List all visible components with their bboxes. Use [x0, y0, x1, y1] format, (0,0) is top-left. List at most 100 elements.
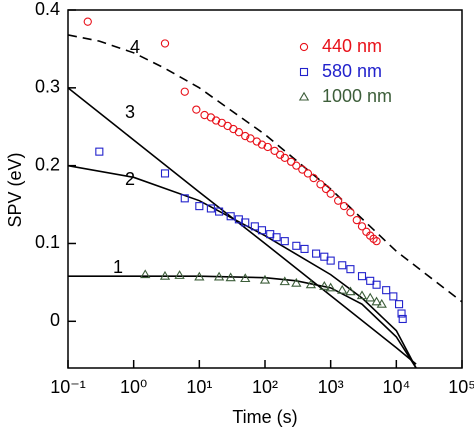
legend-marker — [299, 67, 309, 77]
x-tick-label: 10¹ — [186, 377, 212, 397]
data-point — [365, 292, 376, 302]
line-label: 4 — [130, 37, 140, 57]
x-tick-label: 10⁵ — [448, 377, 474, 397]
data-point — [316, 180, 325, 189]
y-tick-label: 0.1 — [35, 232, 60, 252]
x-tick-label: 10² — [252, 377, 278, 397]
data-point — [325, 282, 336, 292]
data-point — [398, 314, 407, 324]
x-tick-label: 10⁴ — [382, 377, 410, 397]
data-point — [229, 124, 238, 134]
data-point — [376, 298, 387, 308]
data-point — [241, 218, 250, 227]
data-point — [298, 165, 307, 174]
data-point — [225, 272, 236, 282]
line-label: 1 — [113, 257, 123, 277]
data-point — [333, 196, 343, 205]
data-point — [286, 157, 296, 166]
data-point — [272, 233, 281, 242]
data-point — [279, 276, 290, 286]
data-point — [338, 261, 347, 270]
data-point — [339, 201, 349, 211]
data-point — [309, 173, 318, 183]
x-tick-label: 10⁰ — [120, 377, 147, 397]
data-point — [180, 194, 189, 203]
data-point — [263, 142, 272, 152]
data-point — [140, 269, 151, 279]
data-point — [95, 147, 104, 156]
data-point — [300, 244, 309, 253]
data-point — [372, 280, 381, 289]
data-point — [280, 237, 289, 246]
line-label: 2 — [125, 169, 135, 189]
x-axis-label: Time (s) — [232, 407, 297, 427]
data-point — [259, 274, 271, 284]
data-point — [192, 105, 201, 114]
data-point — [312, 249, 321, 258]
data-point — [246, 134, 255, 143]
data-point — [326, 189, 335, 198]
data-point — [321, 184, 331, 194]
fit-line — [68, 87, 417, 365]
legend-marker — [298, 91, 310, 101]
data-point — [292, 161, 301, 170]
y-tick-label: 0.2 — [35, 154, 60, 174]
data-point — [346, 265, 355, 274]
data-point — [160, 169, 170, 178]
plot-frame — [67, 9, 463, 369]
data-point — [326, 256, 335, 265]
line-label: 3 — [125, 102, 135, 122]
data-point — [83, 17, 92, 26]
y-tick-label: 0.4 — [35, 0, 60, 19]
data-point — [371, 296, 382, 306]
y-axis-label: SPV (eV) — [5, 152, 25, 227]
data-point — [240, 273, 251, 283]
data-point — [257, 140, 267, 149]
data-point — [211, 116, 221, 125]
data-point — [357, 272, 367, 281]
legend-label: 440 nm — [322, 36, 382, 56]
data-point — [270, 146, 279, 156]
data-point — [194, 271, 205, 281]
y-tick-label: 0 — [50, 310, 60, 330]
legend-label: 580 nm — [322, 61, 382, 81]
data-point — [215, 207, 224, 216]
data-point — [397, 309, 406, 318]
data-point — [382, 286, 391, 295]
data-point — [195, 202, 204, 211]
data-point — [159, 270, 171, 280]
data-point — [174, 270, 185, 279]
data-point — [346, 208, 355, 217]
fit-line — [68, 164, 417, 368]
data-point — [292, 241, 301, 250]
data-point — [356, 290, 368, 300]
data-point — [319, 280, 330, 290]
x-tick-label: 10⁻¹ — [50, 377, 86, 397]
data-point — [280, 153, 289, 163]
data-point — [160, 39, 170, 48]
y-tick-label: 0.3 — [35, 77, 60, 97]
data-point — [395, 300, 404, 309]
data-point — [357, 222, 367, 231]
data-point — [206, 204, 215, 213]
data-point — [389, 292, 398, 301]
data-point — [337, 284, 348, 294]
data-point — [352, 215, 361, 225]
fit-line — [68, 34, 462, 303]
data-point — [303, 169, 313, 178]
data-point — [372, 236, 381, 246]
x-tick-label: 10³ — [318, 377, 344, 397]
data-point — [213, 271, 225, 281]
legend-marker — [299, 42, 309, 52]
data-point — [226, 212, 235, 221]
data-point — [305, 279, 317, 289]
data-point — [241, 131, 250, 141]
data-point — [257, 226, 267, 235]
data-point — [234, 128, 244, 137]
data-point — [291, 277, 302, 287]
fit-line — [68, 275, 417, 368]
data-point — [180, 87, 189, 96]
legend-label: 1000 nm — [322, 86, 392, 106]
